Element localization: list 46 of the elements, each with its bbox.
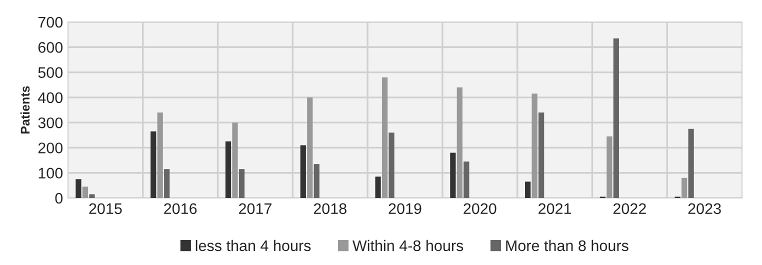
bar bbox=[688, 128, 694, 198]
bar bbox=[464, 162, 470, 198]
bar bbox=[300, 145, 306, 198]
legend-label: less than 4 hours bbox=[196, 240, 311, 252]
x-tick-label: 2017 bbox=[239, 203, 272, 214]
bar bbox=[157, 112, 163, 198]
y-axis-title: Patients bbox=[20, 86, 30, 134]
y-tick-label: 200 bbox=[38, 142, 63, 154]
y-tick-label: 300 bbox=[38, 117, 63, 128]
y-tick-label: 500 bbox=[38, 67, 63, 78]
x-tick-label: 2022 bbox=[613, 203, 646, 214]
bar bbox=[525, 182, 531, 198]
y-tick-label: 100 bbox=[38, 168, 63, 179]
bar bbox=[450, 152, 456, 198]
y-tick-label: 0 bbox=[55, 192, 63, 204]
bar bbox=[375, 176, 381, 198]
x-tick-label: 2019 bbox=[388, 203, 422, 214]
legend-label: More than 8 hours bbox=[506, 240, 628, 252]
bar bbox=[232, 122, 238, 198]
bar bbox=[456, 87, 462, 198]
y-tick-label: 700 bbox=[38, 16, 63, 28]
x-tick-label: 2020 bbox=[464, 203, 496, 214]
x-tick-label: 2018 bbox=[314, 203, 346, 214]
bar bbox=[314, 164, 320, 198]
bar bbox=[238, 169, 245, 198]
bar bbox=[682, 178, 688, 198]
bar bbox=[225, 141, 232, 198]
bar bbox=[82, 186, 88, 198]
bar bbox=[606, 136, 612, 198]
bar bbox=[89, 194, 95, 198]
bar bbox=[307, 97, 313, 198]
bar bbox=[164, 169, 170, 198]
bar bbox=[613, 38, 619, 198]
x-tick-label: 2016 bbox=[164, 203, 197, 214]
bar bbox=[382, 77, 388, 198]
bar bbox=[538, 112, 544, 198]
legend-label: Within 4-8 hours bbox=[352, 240, 464, 252]
y-tick-label: 400 bbox=[38, 92, 63, 104]
y-tick-label: 600 bbox=[38, 42, 63, 53]
x-tick-label: 2015 bbox=[89, 203, 122, 214]
bar bbox=[150, 131, 156, 198]
bar bbox=[532, 94, 538, 198]
bar bbox=[388, 132, 394, 198]
x-tick-label: 2023 bbox=[688, 203, 721, 214]
x-tick-label: 2021 bbox=[538, 203, 572, 214]
bar bbox=[76, 179, 82, 198]
